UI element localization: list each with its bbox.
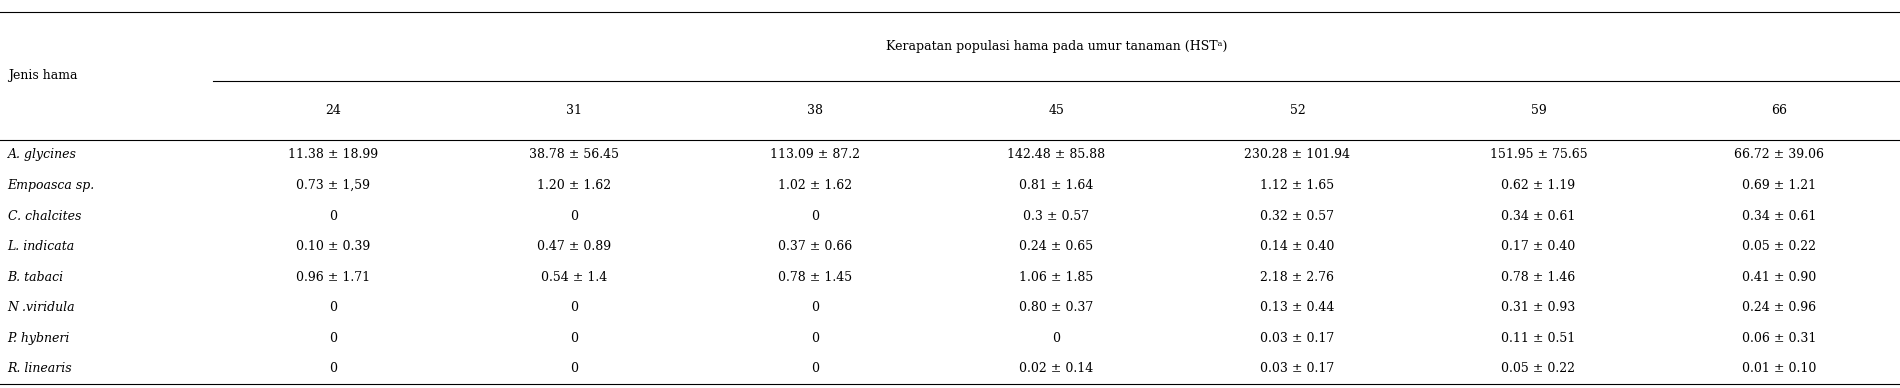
Text: C. chalcites: C. chalcites	[8, 210, 82, 223]
Text: 0: 0	[570, 301, 578, 314]
Text: 0: 0	[811, 301, 819, 314]
Text: 52: 52	[1290, 104, 1305, 117]
Text: 24: 24	[325, 104, 342, 117]
Text: 230.28 ± 101.94: 230.28 ± 101.94	[1244, 149, 1351, 161]
Text: 45: 45	[1049, 104, 1064, 117]
Text: 0.17 ± 0.40: 0.17 ± 0.40	[1501, 240, 1575, 253]
Text: 0.03 ± 0.17: 0.03 ± 0.17	[1260, 362, 1334, 375]
Text: 113.09 ± 87.2: 113.09 ± 87.2	[770, 149, 861, 161]
Text: 0.13 ± 0.44: 0.13 ± 0.44	[1260, 301, 1334, 314]
Text: 1.06 ± 1.85: 1.06 ± 1.85	[1018, 271, 1094, 284]
Text: 38: 38	[808, 104, 823, 117]
Text: 0.24 ± 0.96: 0.24 ± 0.96	[1742, 301, 1816, 314]
Text: 0.73 ± 1,59: 0.73 ± 1,59	[296, 179, 370, 192]
Text: 0.24 ± 0.65: 0.24 ± 0.65	[1018, 240, 1094, 253]
Text: Kerapatan populasi hama pada umur tanaman (HSTᵃ): Kerapatan populasi hama pada umur tanama…	[885, 40, 1227, 53]
Text: 0: 0	[329, 210, 338, 223]
Text: 11.38 ± 18.99: 11.38 ± 18.99	[289, 149, 378, 161]
Text: Empoasca sp.: Empoasca sp.	[8, 179, 95, 192]
Text: 1.02 ± 1.62: 1.02 ± 1.62	[779, 179, 853, 192]
Text: 59: 59	[1531, 104, 1547, 117]
Text: 0.41 ± 0.90: 0.41 ± 0.90	[1742, 271, 1816, 284]
Text: 0.14 ± 0.40: 0.14 ± 0.40	[1260, 240, 1334, 253]
Text: 0.69 ± 1.21: 0.69 ± 1.21	[1742, 179, 1816, 192]
Text: 0.81 ± 1.64: 0.81 ± 1.64	[1018, 179, 1094, 192]
Text: 0: 0	[811, 332, 819, 345]
Text: 0: 0	[329, 332, 338, 345]
Text: 0.3 ± 0.57: 0.3 ± 0.57	[1024, 210, 1089, 223]
Text: 0.32 ± 0.57: 0.32 ± 0.57	[1260, 210, 1334, 223]
Text: 0: 0	[570, 210, 578, 223]
Text: 0: 0	[811, 362, 819, 375]
Text: 0.62 ± 1.19: 0.62 ± 1.19	[1501, 179, 1575, 192]
Text: 31: 31	[566, 104, 581, 117]
Text: 0.03 ± 0.17: 0.03 ± 0.17	[1260, 332, 1334, 345]
Text: 0.05 ± 0.22: 0.05 ± 0.22	[1742, 240, 1816, 253]
Text: 38.78 ± 56.45: 38.78 ± 56.45	[530, 149, 619, 161]
Text: R. linearis: R. linearis	[8, 362, 72, 375]
Text: 0.78 ± 1.46: 0.78 ± 1.46	[1501, 271, 1575, 284]
Text: 0.80 ± 0.37: 0.80 ± 0.37	[1018, 301, 1094, 314]
Text: 0.02 ± 0.14: 0.02 ± 0.14	[1018, 362, 1094, 375]
Text: 1.12 ± 1.65: 1.12 ± 1.65	[1260, 179, 1334, 192]
Text: P. hybneri: P. hybneri	[8, 332, 70, 345]
Text: 0: 0	[570, 362, 578, 375]
Text: 0.47 ± 0.89: 0.47 ± 0.89	[538, 240, 612, 253]
Text: 0: 0	[1053, 332, 1060, 345]
Text: 0.11 ± 0.51: 0.11 ± 0.51	[1501, 332, 1575, 345]
Text: 142.48 ± 85.88: 142.48 ± 85.88	[1007, 149, 1106, 161]
Text: 0: 0	[570, 332, 578, 345]
Text: 66.72 ± 39.06: 66.72 ± 39.06	[1735, 149, 1824, 161]
Text: N .viridula: N .viridula	[8, 301, 76, 314]
Text: A. glycines: A. glycines	[8, 149, 76, 161]
Text: 0.10 ± 0.39: 0.10 ± 0.39	[296, 240, 370, 253]
Text: 0.34 ± 0.61: 0.34 ± 0.61	[1501, 210, 1575, 223]
Text: 0: 0	[329, 362, 338, 375]
Text: Jenis hama: Jenis hama	[8, 69, 78, 82]
Text: 0.54 ± 1.4: 0.54 ± 1.4	[542, 271, 608, 284]
Text: 0.34 ± 0.61: 0.34 ± 0.61	[1742, 210, 1816, 223]
Text: 66: 66	[1771, 104, 1788, 117]
Text: 0: 0	[811, 210, 819, 223]
Text: L. indicata: L. indicata	[8, 240, 74, 253]
Text: 2.18 ± 2.76: 2.18 ± 2.76	[1260, 271, 1334, 284]
Text: 151.95 ± 75.65: 151.95 ± 75.65	[1490, 149, 1586, 161]
Text: 0.37 ± 0.66: 0.37 ± 0.66	[779, 240, 853, 253]
Text: 0: 0	[329, 301, 338, 314]
Text: 0.78 ± 1.45: 0.78 ± 1.45	[779, 271, 853, 284]
Text: 1.20 ± 1.62: 1.20 ± 1.62	[538, 179, 612, 192]
Text: 0.01 ± 0.10: 0.01 ± 0.10	[1742, 362, 1816, 375]
Text: 0.96 ± 1.71: 0.96 ± 1.71	[296, 271, 370, 284]
Text: 0.05 ± 0.22: 0.05 ± 0.22	[1501, 362, 1575, 375]
Text: B. tabaci: B. tabaci	[8, 271, 65, 284]
Text: 0.31 ± 0.93: 0.31 ± 0.93	[1501, 301, 1575, 314]
Text: 0.06 ± 0.31: 0.06 ± 0.31	[1742, 332, 1816, 345]
